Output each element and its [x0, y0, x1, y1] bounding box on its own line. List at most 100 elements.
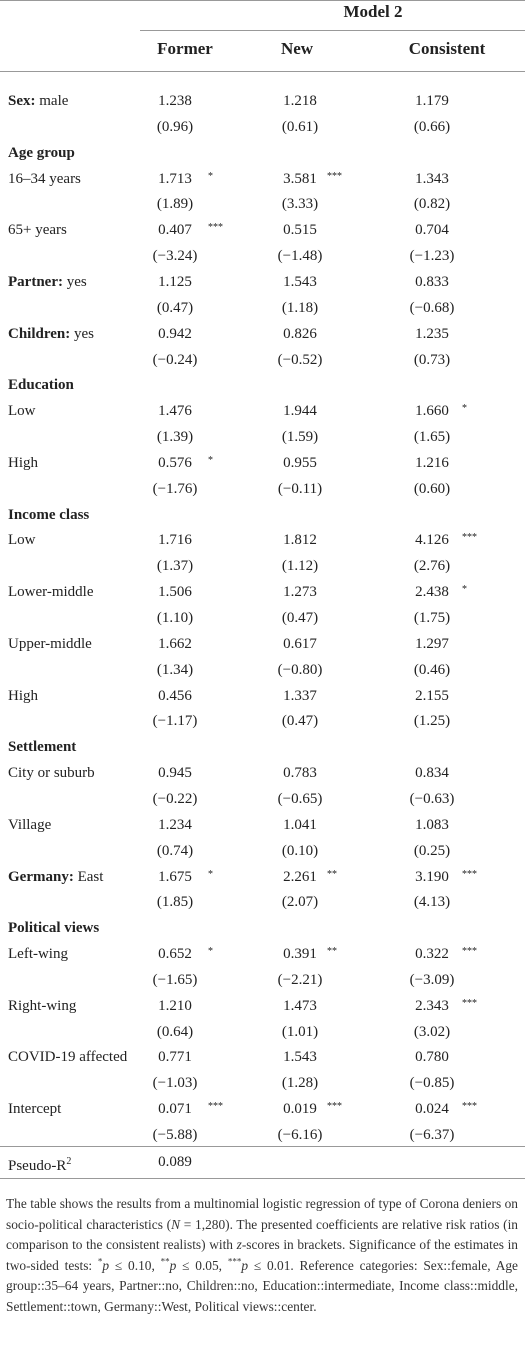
row-label: 65+ years — [8, 221, 67, 239]
significance: * — [462, 403, 467, 415]
z-score: (−0.63) — [409, 790, 455, 807]
coefficient: 0.391 — [283, 946, 317, 963]
row-label-text: yes — [73, 325, 94, 342]
coefficient: 1.944 — [283, 403, 317, 420]
coefficient: 0.456 — [158, 687, 192, 704]
coefficient: 1.238 — [158, 93, 192, 109]
section-label: Income class — [8, 506, 90, 523]
z-score: (−0.11) — [277, 480, 323, 497]
coefficient: 2.155 — [415, 687, 449, 704]
row-label: Children: yes — [8, 325, 94, 343]
z-score: (0.25) — [413, 842, 451, 859]
row-label: Upper-middle — [8, 635, 92, 653]
z-score: (4.13) — [413, 894, 451, 911]
model-header: Model 2 — [343, 2, 403, 21]
z-score: (2.07) — [281, 894, 319, 911]
z-score: (−3.24) — [152, 248, 198, 265]
section-label: Education — [8, 377, 74, 394]
coefficient: 0.945 — [158, 765, 192, 782]
z-score: (−2.21) — [277, 971, 323, 988]
z-score: (0.10) — [281, 842, 319, 859]
coefficient: 2.261 — [283, 868, 317, 885]
z-score: (1.59) — [281, 429, 319, 446]
coefficient: 3.190 — [415, 868, 449, 885]
z-score: (−0.65) — [277, 790, 323, 807]
row-label-bold: Germany: — [8, 868, 74, 885]
coefficient: 0.783 — [283, 765, 317, 782]
footnote-text: = 1,280). The presented coefficients are… — [6, 1216, 519, 1253]
z-score: (1.85) — [156, 894, 194, 911]
row-label-text: Left-wing — [8, 946, 68, 963]
coefficient: 2.438 — [415, 584, 449, 601]
coefficient: 1.473 — [283, 997, 317, 1014]
row-label-text: City or suburb — [8, 765, 95, 782]
z-score: (1.25) — [413, 713, 451, 730]
significance: *** — [327, 1101, 342, 1113]
z-score: (1.34) — [156, 661, 194, 678]
row-label: Low — [8, 402, 36, 420]
z-score: (0.96) — [156, 118, 194, 135]
coefficient: 4.126 — [415, 532, 449, 549]
z-score: (−0.22) — [152, 790, 198, 807]
z-score: (0.64) — [156, 1023, 194, 1040]
row-label-text: Upper-middle — [8, 635, 92, 652]
row-label: Low — [8, 531, 36, 549]
coefficient: 1.273 — [283, 584, 317, 601]
coefficient: 1.506 — [158, 584, 192, 601]
significance: ** — [327, 868, 337, 880]
pseudo-label-text: Pseudo-R — [8, 1157, 67, 1174]
row-label: COVID-19 affected — [8, 1048, 127, 1066]
z-score: (0.73) — [413, 351, 451, 368]
section-label: Age group — [8, 144, 75, 161]
coefficient: 1.543 — [283, 273, 317, 290]
coefficient: 0.833 — [415, 273, 449, 290]
z-score: (−0.24) — [152, 351, 198, 368]
coefficient: 1.210 — [158, 997, 192, 1014]
z-score: (3.33) — [281, 196, 319, 213]
z-score: (0.47) — [281, 713, 319, 730]
row-label-bold: Children: — [8, 325, 71, 342]
row-label-text: yes — [66, 273, 87, 290]
z-score: (2.76) — [413, 558, 451, 575]
column-header: Consistent — [408, 39, 486, 58]
row-label: Left-wing — [8, 945, 68, 963]
footnote-text: ≤ 0.01. Reference categories: Sex::femal… — [6, 1257, 518, 1314]
footnote-text: * — [97, 1256, 103, 1267]
row-label: High — [8, 687, 38, 705]
row-label-text: Intercept — [8, 1101, 62, 1118]
z-score: (1.28) — [281, 1075, 319, 1092]
coefficient: 1.476 — [158, 403, 192, 420]
coefficient: 0.322 — [415, 946, 449, 963]
coefficient: 1.125 — [158, 273, 192, 290]
z-score: (0.61) — [281, 118, 319, 135]
z-score: (−6.37) — [409, 1127, 455, 1143]
footnote-text: *** — [227, 1256, 242, 1267]
z-score: (−5.88) — [152, 1127, 198, 1143]
coefficient: 1.179 — [415, 93, 449, 109]
coefficient: 1.218 — [283, 93, 317, 109]
coefficient: 1.662 — [158, 635, 192, 652]
z-score: (1.39) — [156, 429, 194, 446]
row-label-text: High — [8, 687, 38, 704]
row-label: Sex: male — [8, 92, 68, 110]
coefficient: 1.716 — [158, 532, 192, 549]
coefficient: 1.543 — [283, 1049, 317, 1066]
z-score: (1.12) — [281, 558, 319, 575]
footnote-text: p — [102, 1257, 110, 1273]
coefficient: 1.235 — [415, 325, 449, 342]
row-label-bold: Sex: — [8, 93, 36, 109]
z-score: (1.37) — [156, 558, 194, 575]
rule — [140, 30, 525, 31]
z-score: (−1.23) — [409, 248, 455, 265]
z-score: (1.01) — [281, 1023, 319, 1040]
z-score: (0.66) — [413, 118, 451, 135]
significance: *** — [208, 1101, 223, 1113]
column-header: New — [280, 39, 314, 58]
z-score: (1.18) — [281, 299, 319, 316]
footnote-text: The table shows the results from a multi… — [6, 1196, 518, 1232]
row-label-text: Low — [8, 532, 36, 549]
row-label-text: Lower-middle — [8, 584, 94, 601]
coefficient: 1.675 — [158, 868, 192, 885]
coefficient: 0.826 — [283, 325, 317, 342]
